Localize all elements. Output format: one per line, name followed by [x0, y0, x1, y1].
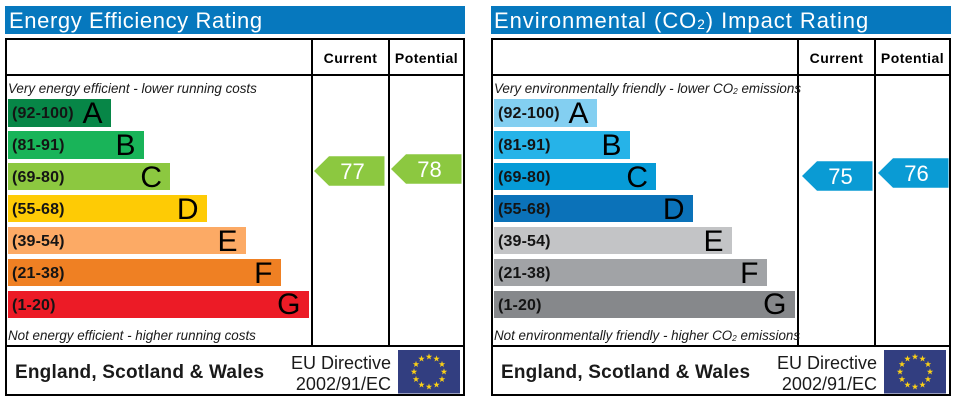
svg-text:78: 78 [417, 156, 441, 181]
svg-text:75: 75 [828, 163, 852, 188]
svg-text:77: 77 [340, 158, 364, 183]
svg-text:76: 76 [904, 161, 928, 186]
